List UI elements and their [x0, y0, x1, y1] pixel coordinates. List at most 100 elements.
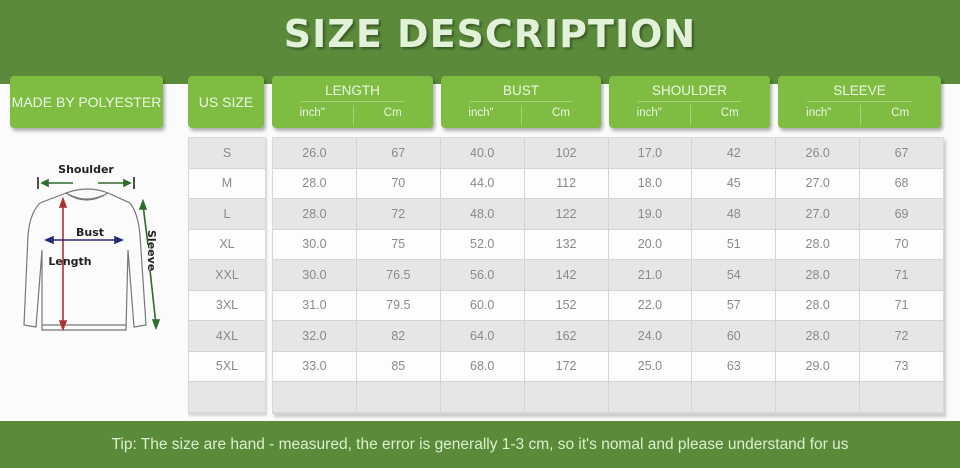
size-cell: 5XL [215, 359, 239, 374]
value-cell: 28.0 [273, 168, 357, 198]
value-cell: 20.0 [609, 229, 693, 259]
value-cell: 26.0 [776, 138, 861, 168]
unit-cm: Cm [891, 107, 910, 119]
value-cell [692, 382, 777, 412]
unit-inch: inch" [299, 107, 325, 119]
size-cell: M [221, 176, 233, 191]
group-title: LENGTH [325, 83, 380, 98]
table-row: 30.0 75 52.0 132 20.0 51 28.0 70 [273, 229, 943, 260]
table-row: 28.0 70 44.0 112 18.0 45 27.0 68 [273, 168, 943, 199]
value-cell: 51 [692, 229, 777, 259]
size-data-table: 26.0 67 40.0 102 17.0 42 26.0 67 28.0 70 44.0 112 18… [272, 137, 944, 414]
value-cell: 21.0 [609, 260, 693, 290]
group-title: SHOULDER [651, 83, 727, 98]
value-cell [441, 382, 525, 412]
value-cell: 82 [357, 321, 441, 351]
value-cell: 122 [525, 199, 609, 229]
size-cell: 4XL [215, 328, 239, 343]
divider [469, 101, 573, 102]
bust-label: Bust [76, 226, 104, 239]
table-row: 26.0 67 40.0 102 17.0 42 26.0 67 [273, 138, 943, 169]
unit-cm: Cm [720, 107, 739, 119]
value-cell: 19.0 [609, 199, 693, 229]
size-cell: XL [219, 237, 235, 252]
group-title: SLEEVE [833, 83, 886, 98]
table-row [273, 382, 943, 413]
value-cell: 132 [525, 229, 609, 259]
length-label: Length [48, 255, 91, 268]
size-row: 4XL [189, 321, 265, 352]
value-cell [525, 382, 609, 412]
size-row: XXL [189, 260, 265, 291]
page-title: SIZE DESCRIPTION [283, 12, 697, 56]
size-row: M [189, 168, 265, 199]
value-cell: 70 [894, 237, 909, 252]
value-cell [860, 382, 943, 412]
value-cell: 27.0 [776, 199, 861, 229]
shoulder-label: Shoulder [58, 163, 114, 176]
value-cell: 28.0 [776, 229, 861, 259]
value-cell: 56.0 [441, 260, 525, 290]
value-cell: 67 [894, 145, 909, 160]
value-cell: 71 [894, 298, 909, 313]
value-cell: 28.0 [776, 260, 861, 290]
value-cell: 60.0 [441, 290, 525, 320]
unit-inch: inch" [806, 107, 832, 119]
value-cell: 24.0 [609, 321, 693, 351]
value-cell: 44.0 [441, 168, 525, 198]
value-cell: 152 [525, 290, 609, 320]
value-cell: 57 [692, 290, 777, 320]
divider [859, 105, 861, 125]
value-cell: 22.0 [609, 290, 693, 320]
value-cell: 69 [894, 206, 909, 221]
value-cell: 40.0 [441, 138, 525, 168]
value-cell: 33.0 [273, 351, 357, 381]
value-cell: 60 [692, 321, 777, 351]
value-cell: 112 [525, 168, 609, 198]
us-size-label: US SIZE [198, 94, 254, 110]
divider [637, 101, 742, 102]
us-size-header: US SIZE [188, 76, 264, 128]
size-cell: L [223, 206, 231, 221]
size-row: L [189, 199, 265, 230]
value-cell: 72 [894, 328, 909, 343]
header-group-bust: BUST inch" Cm [441, 76, 601, 128]
value-cell: 102 [525, 138, 609, 168]
value-cell: 32.0 [273, 321, 357, 351]
value-cell: 42 [692, 138, 777, 168]
divider [689, 105, 691, 125]
title-banner [0, 0, 960, 84]
value-cell: 45 [692, 168, 777, 198]
value-cell: 162 [525, 321, 609, 351]
value-cell: 67 [357, 138, 441, 168]
value-cell: 52.0 [441, 229, 525, 259]
table-row: 28.0 72 48.0 122 19.0 48 27.0 69 [273, 199, 943, 230]
size-cell [189, 382, 265, 412]
value-cell [609, 382, 693, 412]
unit-inch: inch" [468, 107, 494, 119]
table-row: 30.0 76.5 56.0 142 21.0 54 28.0 71 [273, 260, 943, 291]
divider [352, 105, 354, 125]
group-title: BUST [502, 83, 539, 98]
unit-cm: Cm [383, 107, 402, 119]
table-row: 33.0 85 68.0 172 25.0 63 29.0 73 [273, 351, 943, 382]
sleeve-label: Sleeve [145, 230, 158, 271]
value-cell: 68.0 [441, 351, 525, 381]
material-header: MADE BY POLYESTER [10, 76, 163, 128]
size-row: 5XL [189, 351, 265, 382]
value-cell: 26.0 [273, 138, 357, 168]
value-cell [273, 382, 357, 412]
value-cell: 48.0 [441, 199, 525, 229]
value-cell: 71 [894, 267, 909, 282]
value-cell: 28.0 [273, 199, 357, 229]
value-cell: 18.0 [609, 168, 693, 198]
material-label: MADE BY POLYESTER [11, 94, 162, 110]
size-row: S [189, 138, 265, 169]
value-cell: 142 [525, 260, 609, 290]
value-cell: 68 [894, 176, 909, 191]
value-cell: 27.0 [776, 168, 861, 198]
divider [807, 101, 912, 102]
unit-cm: Cm [552, 107, 570, 119]
value-cell: 28.0 [776, 290, 861, 320]
table-row: 32.0 82 64.0 162 24.0 60 28.0 72 [273, 321, 943, 352]
